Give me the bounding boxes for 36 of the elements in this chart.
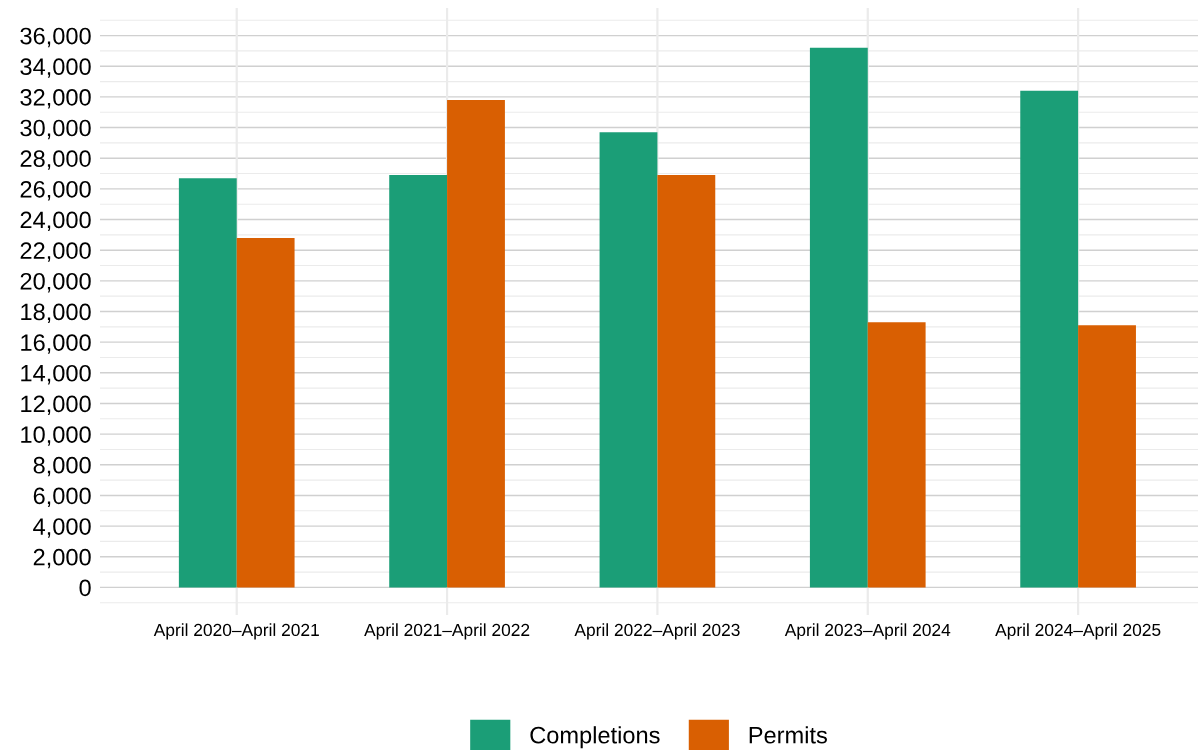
y-tick-label: 12,000	[21, 395, 91, 416]
bar	[657, 175, 716, 588]
y-tick-label: 36,000	[20, 27, 91, 48]
x-tick-label: April 2022–April 2023	[574, 623, 740, 640]
y-tick-label: 32,000	[20, 88, 91, 109]
y-tick-label: 26,000	[20, 180, 91, 201]
y-tick-label: 28,000	[20, 150, 91, 170]
y-tick-label: 8,000	[33, 456, 91, 477]
x-tick-label: April 2020–April 2021	[153, 623, 319, 640]
bar	[809, 47, 868, 588]
y-tick-label: 34,000	[20, 58, 91, 78]
y-tick-label: 24,000	[20, 211, 91, 232]
bar	[599, 132, 658, 588]
bar	[178, 178, 237, 588]
x-tick-label: April 2021–April 2022	[364, 623, 530, 640]
bar	[236, 237, 295, 588]
x-tick-label: April 2023–April 2024	[784, 623, 951, 640]
y-tick-label: 20,000	[20, 272, 91, 293]
y-tick-label: 22,000	[20, 242, 91, 262]
y-tick-label: 2,000	[33, 548, 91, 569]
bar	[1020, 90, 1079, 588]
bar	[867, 322, 926, 588]
bar	[1078, 325, 1136, 588]
y-tick-label: 16,000	[21, 334, 91, 354]
x-tick-label: April 2024–April 2025	[995, 623, 1161, 640]
y-tick-label: 10,000	[21, 426, 91, 446]
y-tick-label: 18,000	[21, 303, 91, 324]
legend-label: Permits	[749, 726, 827, 744]
y-tick-label: 4,000	[33, 518, 91, 538]
bar	[447, 99, 505, 588]
legend-label: Completions	[530, 726, 660, 749]
y-tick-label: 14,000	[21, 364, 91, 385]
y-tick-label: 30,000	[20, 119, 91, 140]
y-tick-label: 6,000	[33, 487, 91, 508]
bar	[389, 175, 448, 588]
y-tick-label: 0	[79, 579, 91, 597]
